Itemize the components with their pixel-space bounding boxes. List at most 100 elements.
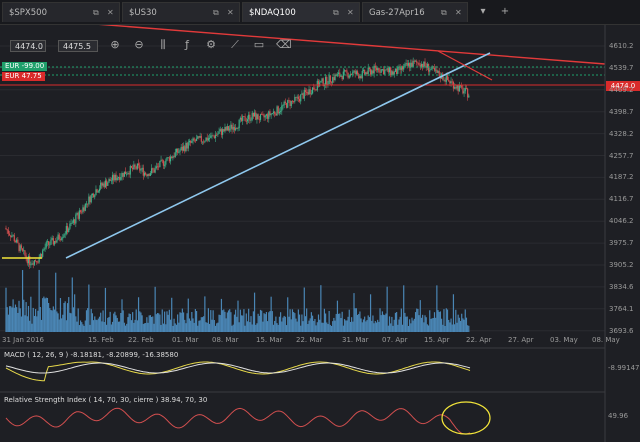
candle-body bbox=[164, 164, 166, 166]
close-icon[interactable]: ✕ bbox=[227, 8, 234, 17]
volume-bar bbox=[342, 325, 344, 332]
candle-body bbox=[290, 100, 292, 106]
candle-body bbox=[319, 82, 321, 87]
candle-body bbox=[275, 113, 277, 116]
volume-bar bbox=[327, 324, 329, 332]
popout-icon[interactable]: ⧉ bbox=[93, 8, 99, 17]
tab-gas[interactable]: Gas-27Apr16 ⧉ ✕ bbox=[362, 2, 468, 22]
volume-bar bbox=[222, 310, 224, 332]
volume-bar bbox=[309, 318, 311, 332]
volume-bar bbox=[405, 316, 407, 332]
volume-bar bbox=[422, 314, 424, 332]
candle-body bbox=[461, 85, 463, 88]
bid-price[interactable]: 4474.0 bbox=[10, 40, 46, 52]
candle-body bbox=[437, 71, 439, 73]
candle-body bbox=[394, 68, 397, 72]
volume-bar bbox=[351, 317, 353, 332]
order-tag-sell[interactable]: EUR 47.75 bbox=[2, 72, 45, 81]
chart-type-icon[interactable]: ⫼ bbox=[160, 38, 166, 51]
indicators-icon[interactable]: ƒ bbox=[185, 38, 189, 51]
volume-bar bbox=[239, 309, 241, 332]
volume-bar bbox=[84, 320, 86, 332]
volume-bar bbox=[454, 324, 456, 332]
volume-bar bbox=[457, 314, 459, 332]
candle-body bbox=[257, 114, 259, 120]
volume-bar bbox=[282, 317, 284, 332]
close-icon[interactable]: ✕ bbox=[107, 8, 114, 17]
candle-body bbox=[467, 88, 469, 98]
volume-bar bbox=[231, 325, 233, 332]
volume-bar bbox=[272, 324, 275, 332]
candle-body bbox=[455, 87, 457, 89]
macd-line bbox=[5, 361, 471, 382]
volume-bar bbox=[194, 309, 196, 332]
candle-body bbox=[216, 134, 218, 136]
volume-bar bbox=[52, 306, 54, 332]
eraser-icon[interactable]: ⌫ bbox=[276, 38, 292, 51]
candle-body bbox=[36, 260, 38, 263]
volume-bar bbox=[197, 325, 199, 332]
short-trendline[interactable] bbox=[437, 50, 493, 81]
price-chart[interactable] bbox=[0, 25, 640, 442]
candle-body bbox=[192, 138, 194, 141]
volume-bar bbox=[158, 313, 160, 332]
candle-body bbox=[46, 241, 49, 243]
candle-body bbox=[262, 114, 264, 116]
volume-bar bbox=[300, 325, 302, 332]
volume-bar bbox=[392, 325, 394, 332]
candle-body bbox=[212, 135, 214, 137]
tab-dropdown-button[interactable]: ▾ bbox=[480, 6, 486, 17]
candle-body bbox=[285, 103, 288, 108]
volume-bar bbox=[226, 312, 228, 332]
volume-bar bbox=[455, 309, 457, 332]
tab-us30[interactable]: $US30 ⧉ ✕ bbox=[122, 2, 240, 22]
add-tab-button[interactable]: + bbox=[500, 6, 510, 17]
popout-icon[interactable]: ⧉ bbox=[441, 8, 447, 17]
candle-body bbox=[150, 168, 153, 174]
tab-ndaq100[interactable]: $NDAQ100 ⧉ ✕ bbox=[242, 2, 360, 22]
candle-body bbox=[34, 260, 37, 261]
resistance-trendline[interactable] bbox=[95, 25, 606, 65]
volume-bar bbox=[390, 323, 392, 332]
candle-body bbox=[429, 70, 431, 72]
zoom-out-icon[interactable]: ⊖ bbox=[134, 38, 144, 51]
candle-body bbox=[181, 146, 183, 151]
volume-bar bbox=[237, 300, 239, 332]
ask-price[interactable]: 4475.5 bbox=[58, 40, 98, 52]
candle-body bbox=[352, 71, 354, 75]
settings-gear-icon[interactable]: ⚙ bbox=[206, 38, 216, 51]
candle-body bbox=[37, 262, 39, 264]
volume-bar bbox=[284, 316, 286, 332]
close-icon[interactable]: ✕ bbox=[455, 8, 462, 17]
volume-bar bbox=[462, 318, 464, 332]
date-axis-label: 31. Mar bbox=[342, 336, 369, 344]
volume-bar bbox=[369, 294, 372, 332]
candle-body bbox=[206, 137, 208, 141]
popout-icon[interactable]: ⧉ bbox=[333, 8, 339, 17]
candle-body bbox=[178, 151, 180, 153]
popout-icon[interactable]: ⧉ bbox=[213, 8, 219, 17]
volume-bar bbox=[179, 312, 181, 332]
close-icon[interactable]: ✕ bbox=[347, 8, 354, 17]
volume-bar bbox=[139, 311, 141, 332]
volume-bar bbox=[461, 313, 463, 332]
support-trendline[interactable] bbox=[65, 52, 491, 259]
volume-bar bbox=[365, 321, 367, 332]
volume-bar bbox=[126, 323, 128, 332]
candle-body bbox=[184, 146, 186, 152]
candle-body bbox=[407, 63, 410, 66]
screenshot-icon[interactable]: ▭ bbox=[253, 38, 265, 51]
candle-body bbox=[203, 141, 205, 143]
volume-bar bbox=[140, 312, 142, 332]
candle-body bbox=[236, 128, 238, 129]
zoom-in-icon[interactable]: ⊕ bbox=[110, 38, 120, 51]
drawing-tools-icon[interactable]: ⟋ bbox=[231, 38, 239, 51]
order-tag-buy[interactable]: EUR -99.00 bbox=[2, 62, 48, 71]
volume-bar bbox=[182, 312, 185, 332]
candle-body bbox=[140, 169, 142, 171]
volume-bar bbox=[63, 302, 65, 332]
volume-bar bbox=[8, 306, 11, 332]
tab-spx500[interactable]: $SPX500 ⧉ ✕ bbox=[2, 2, 120, 22]
volume-bar bbox=[423, 322, 425, 332]
candle-body bbox=[356, 71, 359, 75]
